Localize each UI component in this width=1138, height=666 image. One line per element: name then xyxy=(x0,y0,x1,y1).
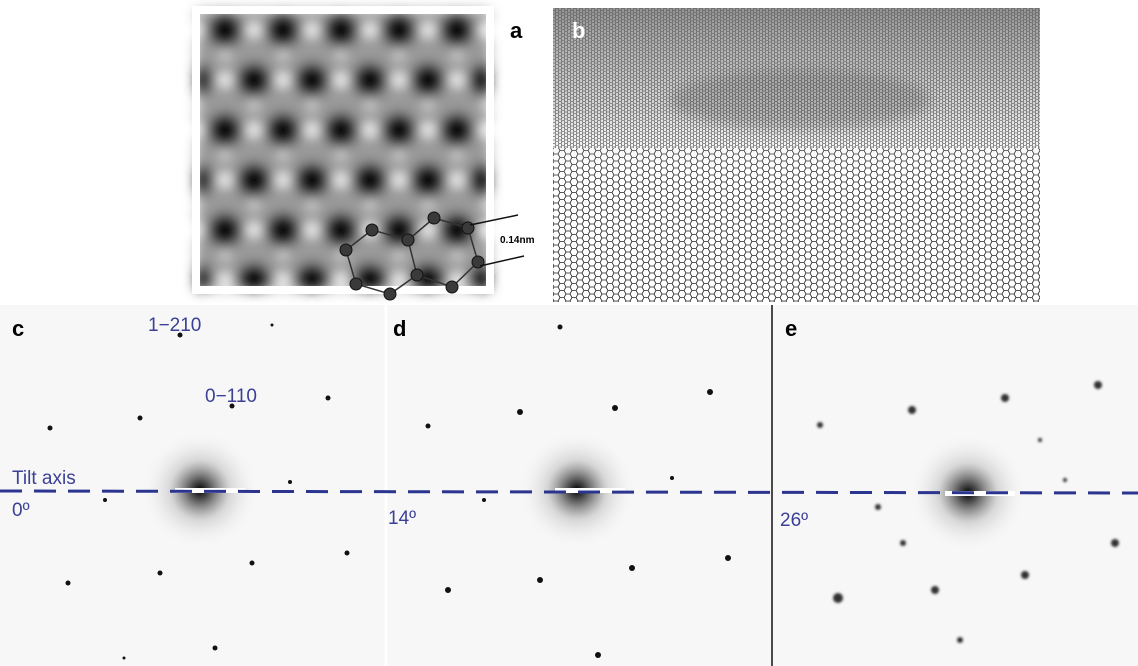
spot-label: 0−110 xyxy=(205,386,257,407)
angle-label: 0º xyxy=(12,500,30,521)
scale-label: 0.14nm xyxy=(500,235,535,246)
panel-b: b xyxy=(553,8,1040,302)
figure: 0.14nm a b c xyxy=(0,0,1138,666)
panel-label: b xyxy=(572,18,585,43)
panel-a: 0.14nm a xyxy=(196,10,535,300)
angle-label: 26º xyxy=(780,510,808,531)
axis-label: Tilt axis xyxy=(12,468,76,489)
panel-label: d xyxy=(393,316,406,341)
panel-label: a xyxy=(510,18,523,43)
spot-label: 1−210 xyxy=(148,315,201,336)
panel-label: c xyxy=(12,316,24,341)
graphene-sheet xyxy=(553,8,1040,302)
angle-label: 14º xyxy=(388,508,416,529)
panel-label: e xyxy=(785,316,797,341)
